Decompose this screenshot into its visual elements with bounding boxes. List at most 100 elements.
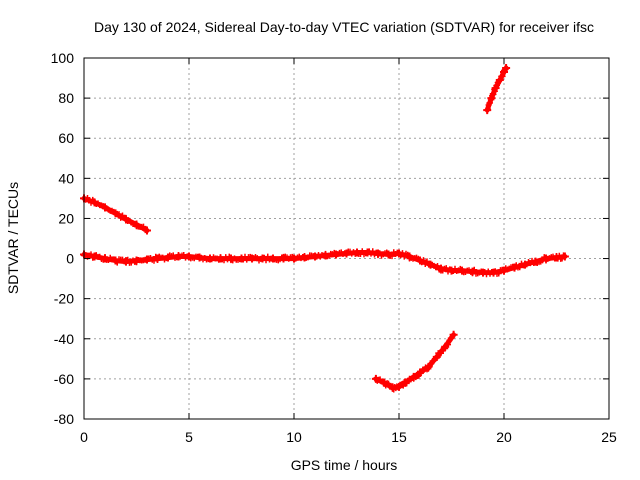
data-point — [458, 266, 466, 275]
data-point — [489, 268, 498, 277]
data-point — [483, 106, 492, 115]
data-point — [531, 257, 540, 266]
data-point — [416, 256, 424, 265]
data-point — [426, 260, 435, 269]
data-point — [468, 267, 477, 276]
data-point — [380, 378, 389, 387]
data-point — [502, 64, 511, 73]
y-tick-label: -20 — [54, 291, 74, 307]
data-point — [216, 254, 225, 263]
data-point — [401, 378, 410, 387]
data-point — [395, 382, 403, 391]
data-point — [495, 76, 504, 85]
data-point — [409, 372, 418, 381]
data-point-marker — [359, 248, 366, 255]
data-point — [321, 251, 330, 260]
y-tick-label: -80 — [54, 411, 74, 427]
data-point — [363, 248, 372, 257]
data-point — [111, 256, 120, 265]
data-point — [500, 266, 508, 275]
data-point — [311, 252, 319, 261]
x-tick-label: 5 — [185, 429, 193, 445]
data-point — [437, 264, 445, 273]
data-point — [384, 250, 393, 259]
data-point — [332, 250, 340, 259]
series-arc-rising — [483, 64, 511, 115]
y-axis-title: SDTVAR / TECUs — [5, 182, 21, 294]
data-point-marker — [424, 258, 430, 265]
data-point — [101, 254, 109, 263]
data-point — [227, 254, 235, 263]
data-point — [552, 253, 561, 262]
x-tick-label: 15 — [391, 429, 407, 445]
data-point — [132, 256, 141, 265]
data-point — [371, 374, 380, 383]
y-tick-label: 40 — [58, 170, 74, 186]
data-point — [143, 226, 151, 235]
data-point-marker — [140, 223, 147, 230]
data-point — [101, 203, 109, 212]
series-arc-start — [80, 194, 151, 235]
data-point — [153, 254, 162, 263]
y-tick-label: 80 — [58, 90, 74, 106]
x-tick-label: 20 — [496, 429, 512, 445]
data-point — [491, 84, 500, 93]
data-point — [432, 352, 441, 361]
data-point — [479, 268, 487, 277]
data-point — [374, 249, 382, 258]
data-point — [449, 330, 458, 339]
data-point-marker — [438, 350, 444, 357]
plot-frame — [83, 57, 610, 420]
data-point — [342, 249, 351, 258]
data-point — [195, 253, 204, 262]
y-tick-label: 20 — [58, 210, 74, 226]
y-tick-label: -60 — [54, 371, 74, 387]
data-point — [269, 254, 277, 263]
data-point — [542, 254, 550, 263]
data-point — [560, 252, 569, 261]
data-layer — [80, 64, 569, 393]
data-point — [290, 254, 298, 263]
data-point — [388, 383, 397, 392]
tick-layer: -80 -60 -40 -20 0 20 40 60 80 100 0 5 10 15 20 25 — [51, 50, 617, 445]
grid-layer — [84, 58, 609, 419]
data-point — [353, 248, 361, 257]
data-point — [416, 368, 424, 377]
data-point — [424, 362, 433, 371]
data-point — [441, 342, 450, 351]
x-axis-title: GPS time / hours — [291, 457, 398, 473]
data-point — [206, 254, 214, 263]
data-point — [521, 260, 529, 269]
data-point — [279, 254, 288, 263]
data-point — [122, 257, 130, 266]
data-point-marker — [369, 248, 376, 255]
data-point — [237, 254, 246, 263]
data-point — [395, 249, 403, 258]
x-tick-label: 25 — [601, 429, 617, 445]
data-point — [405, 252, 414, 261]
data-point — [132, 220, 141, 229]
data-point — [90, 198, 99, 207]
data-point — [174, 252, 183, 261]
data-point — [185, 252, 193, 261]
x-tick-label: 10 — [286, 429, 302, 445]
x-tick-label: 0 — [80, 429, 88, 445]
series-main-band — [80, 248, 569, 278]
chart-title: Day 130 of 2024, Sidereal Day-to-day VTE… — [94, 19, 594, 35]
series-arc-dip — [371, 330, 458, 393]
data-point — [122, 215, 130, 224]
data-point — [300, 253, 309, 262]
data-point — [164, 253, 172, 262]
y-tick-label: 100 — [51, 50, 75, 66]
data-point — [447, 266, 456, 275]
data-point — [510, 263, 519, 272]
data-point — [258, 254, 267, 263]
data-point — [487, 94, 496, 103]
data-point — [500, 68, 508, 77]
y-tick-label: -40 — [54, 331, 74, 347]
data-point — [143, 255, 151, 264]
data-point — [248, 254, 256, 263]
data-point — [111, 209, 120, 218]
